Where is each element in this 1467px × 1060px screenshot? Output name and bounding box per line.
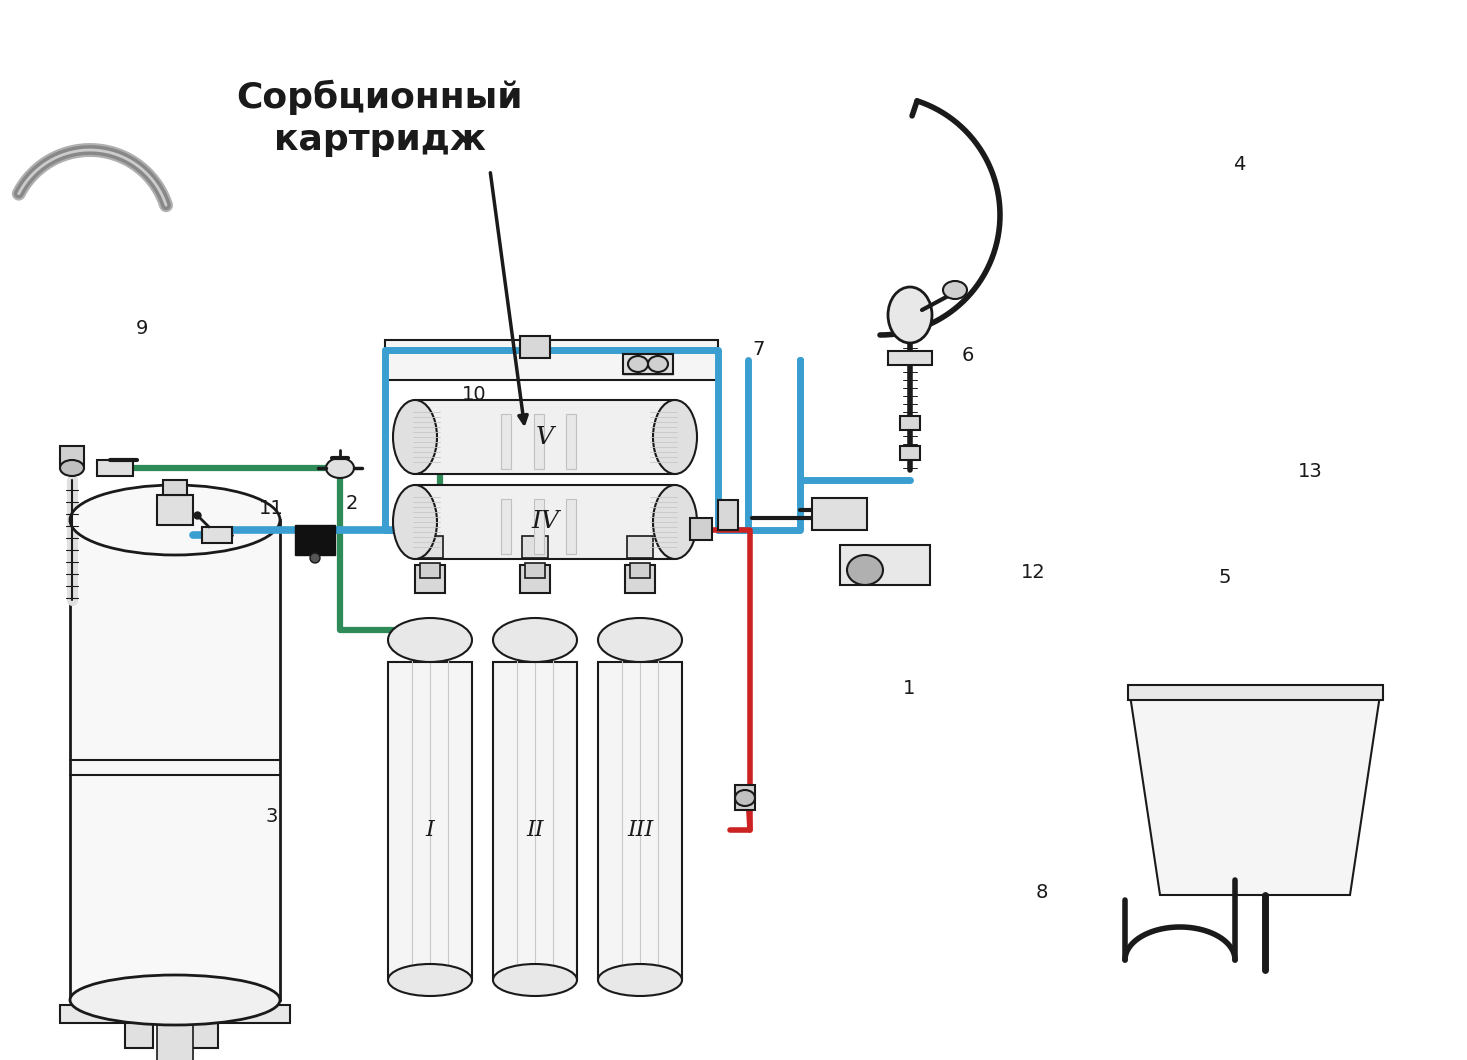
Bar (626, 536, 653, 558)
Ellipse shape (888, 287, 932, 343)
Bar (689, 518, 711, 540)
Bar (415, 485, 675, 559)
Ellipse shape (387, 618, 472, 662)
Bar (191, 1023, 219, 1048)
Bar (97, 460, 133, 476)
Ellipse shape (70, 975, 280, 1025)
Text: 13: 13 (1298, 462, 1322, 481)
Text: 9: 9 (136, 319, 148, 338)
Text: II: II (527, 819, 544, 841)
Bar (493, 662, 577, 980)
Ellipse shape (393, 485, 437, 559)
Ellipse shape (60, 460, 84, 476)
Bar (625, 565, 654, 593)
Bar (566, 413, 577, 469)
Bar (1128, 685, 1383, 700)
Bar (599, 662, 682, 980)
Bar (157, 1023, 194, 1060)
Bar (502, 413, 511, 469)
Ellipse shape (943, 281, 967, 299)
Polygon shape (1130, 695, 1380, 895)
Bar (502, 498, 511, 554)
Bar (888, 351, 932, 365)
Bar (717, 500, 738, 530)
Text: 7: 7 (753, 340, 764, 359)
Ellipse shape (326, 458, 354, 478)
Text: 8: 8 (1036, 883, 1047, 902)
Bar (841, 545, 930, 585)
Ellipse shape (493, 964, 577, 996)
Bar (163, 480, 186, 495)
Bar (534, 413, 543, 469)
Bar (387, 662, 472, 980)
Ellipse shape (628, 356, 648, 372)
Bar (415, 400, 675, 474)
Text: 11: 11 (260, 499, 283, 518)
Ellipse shape (653, 400, 697, 474)
Text: Сорбционный
картридж: Сорбционный картридж (236, 80, 524, 158)
Text: 1: 1 (904, 679, 915, 699)
Ellipse shape (599, 964, 682, 996)
Bar (519, 565, 550, 593)
Ellipse shape (735, 790, 756, 806)
Bar (60, 1005, 290, 1023)
Text: 2: 2 (346, 494, 358, 513)
Text: III: III (626, 819, 653, 841)
Bar (202, 527, 232, 543)
Text: 5: 5 (1219, 568, 1231, 587)
Text: 10: 10 (462, 385, 486, 404)
Ellipse shape (393, 400, 437, 474)
Text: 3: 3 (266, 807, 277, 826)
Ellipse shape (70, 485, 280, 555)
Text: I: I (425, 819, 434, 841)
Bar (157, 495, 194, 525)
Bar (735, 785, 756, 810)
Ellipse shape (648, 356, 667, 372)
Bar (629, 563, 650, 578)
Bar (899, 446, 920, 460)
Bar (534, 498, 543, 554)
Bar (420, 563, 440, 578)
Bar (899, 416, 920, 430)
Text: V: V (535, 425, 555, 448)
Bar (60, 446, 84, 469)
Bar (566, 498, 577, 554)
Ellipse shape (653, 485, 697, 559)
Bar (623, 354, 673, 374)
Bar (525, 563, 546, 578)
Text: 12: 12 (1021, 563, 1045, 582)
Text: 4: 4 (1234, 155, 1245, 174)
Bar (70, 520, 280, 1000)
Ellipse shape (599, 618, 682, 662)
Bar (160, 1023, 188, 1048)
Bar (125, 1023, 153, 1048)
Ellipse shape (493, 618, 577, 662)
Bar (522, 536, 549, 558)
Bar (295, 525, 334, 555)
Bar (813, 498, 867, 530)
Bar (384, 340, 717, 379)
Text: IV: IV (531, 511, 559, 533)
Ellipse shape (310, 553, 320, 563)
Bar (519, 336, 550, 358)
Ellipse shape (846, 555, 883, 585)
Ellipse shape (387, 964, 472, 996)
Bar (417, 536, 443, 558)
Bar (415, 565, 445, 593)
Text: 6: 6 (962, 346, 974, 365)
